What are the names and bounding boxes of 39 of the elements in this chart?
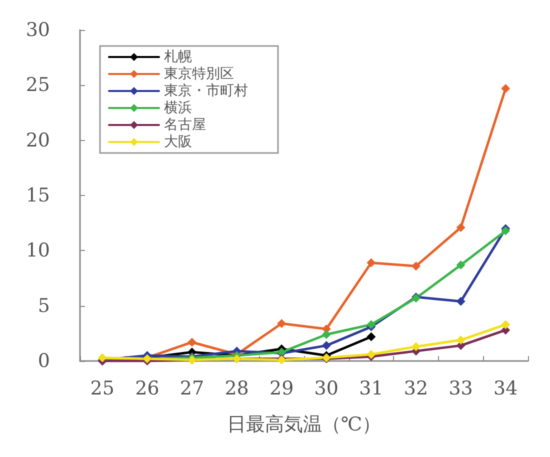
y-tick-label: 0 <box>38 350 50 372</box>
y-tick-label: 20 <box>26 129 50 152</box>
y-tick-label: 5 <box>38 294 50 317</box>
legend-label: 大阪 <box>164 134 192 150</box>
point <box>501 320 510 330</box>
x-tick-label: 30 <box>314 378 338 400</box>
point <box>412 262 420 271</box>
point <box>366 350 376 359</box>
point <box>412 342 420 352</box>
point <box>322 330 331 340</box>
x-tick-label: 33 <box>448 378 473 400</box>
point <box>366 332 376 342</box>
legend-label: 横浜 <box>164 100 192 116</box>
point <box>456 222 466 232</box>
x-tick-label: 27 <box>180 378 204 400</box>
point <box>322 341 331 350</box>
point <box>456 336 466 345</box>
legend-label: 名古屋 <box>164 117 206 133</box>
y-tick-label: 30 <box>26 19 50 41</box>
x-tick-label: 29 <box>270 378 294 400</box>
point <box>456 296 466 306</box>
point <box>188 338 196 347</box>
y-tick-label: 15 <box>26 184 50 206</box>
x-tick-label: 31 <box>359 378 384 400</box>
point <box>456 260 466 270</box>
x-tick-label: 26 <box>135 378 160 400</box>
point <box>277 318 286 328</box>
x-tick-label: 25 <box>90 378 114 400</box>
x-tick-label: 34 <box>494 378 518 400</box>
y-tick-label: 10 <box>26 240 50 262</box>
legend-label: 東京・市町村 <box>164 83 248 99</box>
legend-label: 東京特別区 <box>164 66 234 82</box>
x-tick-label: 28 <box>224 378 249 400</box>
y-tick-label: 25 <box>26 74 50 96</box>
point <box>501 84 510 93</box>
legend-label: 札幌 <box>164 49 192 65</box>
x-axis-title: 日最高気温（℃） <box>226 414 382 436</box>
x-tick-label: 32 <box>404 378 428 400</box>
point <box>366 258 376 268</box>
